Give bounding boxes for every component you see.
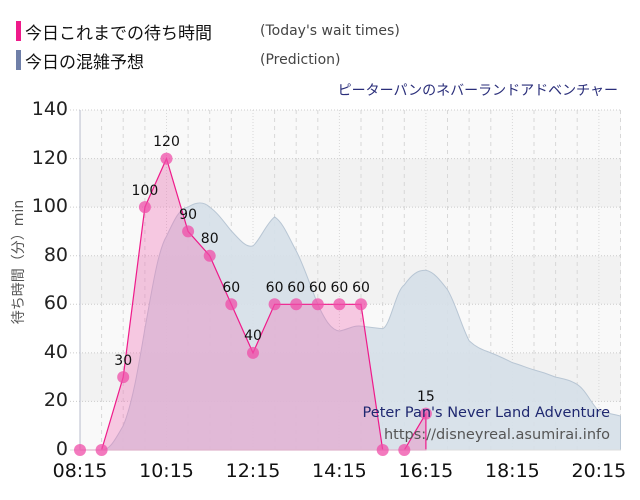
svg-text:60: 60 [352,280,370,296]
prediction-area [80,202,621,451]
svg-text:60: 60 [222,280,240,296]
legend-actual-label: 今日これまでの待ち時間 [25,23,212,44]
x-tick: 12:15 [225,460,281,482]
x-tick: 18:15 [485,460,540,482]
x-tick: 20:15 [571,460,627,482]
legend-prediction-label: 今日の混雑予想 [25,52,144,73]
svg-text:100: 100 [132,183,159,199]
svg-text:60: 60 [309,280,327,296]
legend-actual-sub: (Today's wait times) [260,23,400,39]
watermark-attraction-name: Peter Pan's Never Land Adventure [362,405,610,421]
y-tick: 120 [31,147,68,169]
svg-text:60: 60 [330,280,348,296]
svg-text:15: 15 [417,389,435,405]
svg-text:60: 60 [287,280,305,296]
y-tick: 60 [43,292,68,314]
y-axis-title: 待ち時間（分）min [11,199,27,325]
svg-text:90: 90 [179,207,197,223]
x-tick: 10:15 [139,460,194,482]
y-tick: 80 [43,244,68,266]
y-tick: 40 [43,341,68,363]
y-tick: 20 [43,389,68,411]
chart-title: ピーターパンのネバーランドアドベンチャー [337,83,618,99]
y-tick: 0 [55,438,68,460]
legend-actual: 今日これまでの待ち時間 [16,21,212,44]
svg-text:120: 120 [153,134,180,150]
actual-markers [74,152,432,456]
svg-text:40: 40 [244,328,262,344]
x-tick: 14:15 [312,460,367,482]
y-tick: 100 [31,195,68,217]
legend-prediction-sub: (Prediction) [260,52,341,68]
x-tick: 16:15 [398,460,454,482]
svg-text:80: 80 [201,231,219,247]
y-tick: 140 [31,98,68,120]
legend-actual-swatch [16,21,21,41]
legend-prediction: 今日の混雑予想 [16,50,144,73]
svg-text:30: 30 [114,353,132,369]
legend-prediction-swatch [16,50,21,70]
watermark-url: https://disneyreal.asumirai.info [383,427,610,443]
svg-text:60: 60 [266,280,284,296]
x-tick: 08:15 [52,460,108,482]
data-labels: 30 100 120 90 80 60 40 60 60 60 60 60 15 [114,134,435,405]
